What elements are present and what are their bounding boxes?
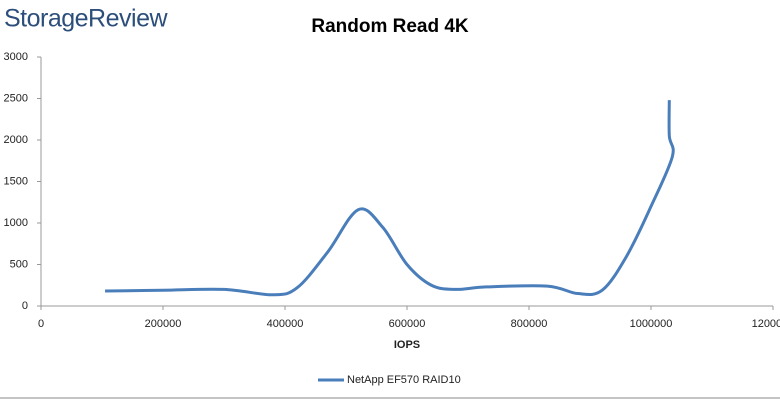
logo: StorageReview [4, 5, 168, 33]
y-tick-label: 500 [10, 258, 28, 270]
legend-label: NetApp EF570 RAID10 [347, 374, 461, 386]
x-tick-label: 200000 [145, 318, 182, 330]
series-line [105, 100, 675, 297]
x-axis-label: IOPS [394, 339, 420, 351]
x-tick-label: 600000 [389, 318, 426, 330]
y-tick-label: 1500 [4, 175, 28, 187]
chart-title: Random Read 4K [311, 16, 469, 37]
x-tick-label: 1000000 [630, 318, 673, 330]
y-tick-label: 2000 [4, 134, 28, 146]
y-tick-label: 0 [22, 300, 28, 312]
x-tick-label: 800000 [511, 318, 548, 330]
y-tick-label: 3000 [4, 51, 28, 63]
x-tick-label: 0 [38, 318, 44, 330]
y-tick-label: 1000 [4, 217, 28, 229]
x-tick-label: 1200000 [752, 318, 780, 330]
x-tick-label: 400000 [267, 318, 304, 330]
y-tick-label: 2500 [4, 92, 28, 104]
